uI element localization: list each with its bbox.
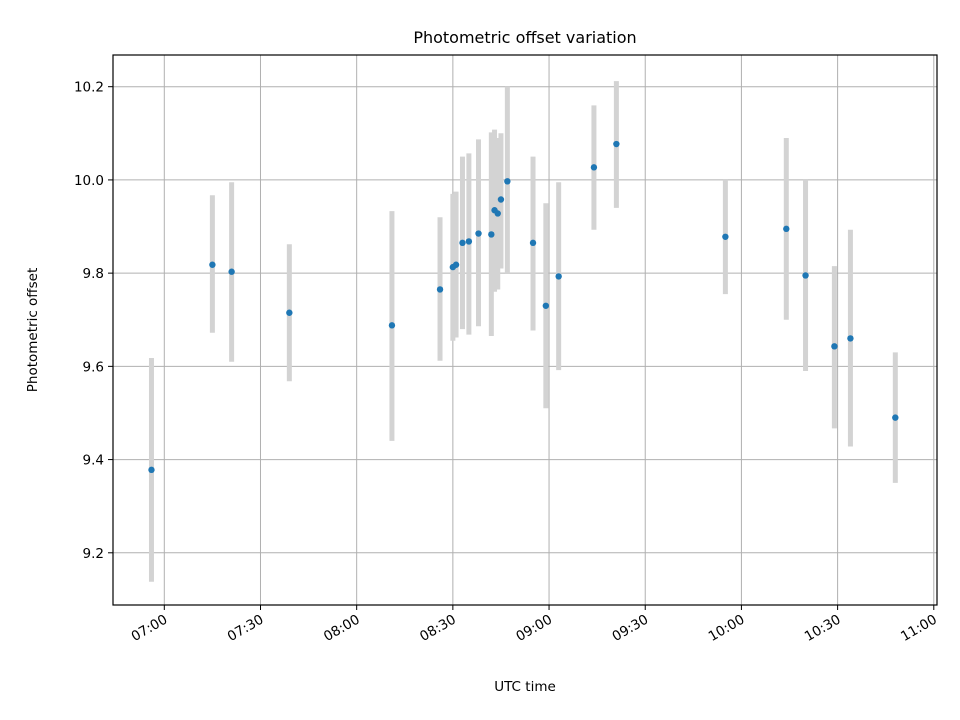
data-point <box>209 261 216 268</box>
y-tick-label: 10.2 <box>74 80 104 96</box>
data-point <box>148 466 155 474</box>
data-point <box>802 272 809 279</box>
data-point <box>504 178 511 185</box>
x-axis-label: UTC time <box>494 679 556 695</box>
y-axis-label: Photometric offset <box>25 268 41 392</box>
data-point <box>529 239 537 247</box>
data-point <box>613 140 620 148</box>
data-point <box>590 164 598 171</box>
data-point <box>892 414 899 421</box>
data-point <box>542 302 550 309</box>
data-point <box>722 233 729 240</box>
data-point <box>847 335 854 342</box>
y-axis-ticks: 9.2 9.4 9.6 9.8 10.0 10.2 <box>74 80 113 562</box>
y-tick-label: 9.2 <box>83 546 104 562</box>
data-point <box>465 238 473 245</box>
y-tick-label: 9.6 <box>83 359 104 375</box>
data-point <box>228 268 235 275</box>
chart-title: Photometric offset variation <box>413 28 636 47</box>
grid <box>113 55 937 605</box>
data-point <box>436 286 444 293</box>
data-point <box>497 196 505 203</box>
y-tick-label: 9.8 <box>83 266 104 282</box>
y-tick-label: 9.4 <box>83 453 104 469</box>
data-point <box>831 343 838 350</box>
data-point <box>388 322 396 329</box>
data-point <box>459 239 466 247</box>
data-point <box>475 230 482 237</box>
data-point <box>555 273 562 280</box>
data-points <box>148 140 899 474</box>
plot-frame <box>112 54 938 606</box>
data-point <box>452 261 460 268</box>
data-point <box>494 210 501 217</box>
y-tick-label: 10.0 <box>74 173 104 189</box>
data-point <box>286 309 293 316</box>
data-point <box>783 225 790 233</box>
data-point <box>488 231 495 238</box>
